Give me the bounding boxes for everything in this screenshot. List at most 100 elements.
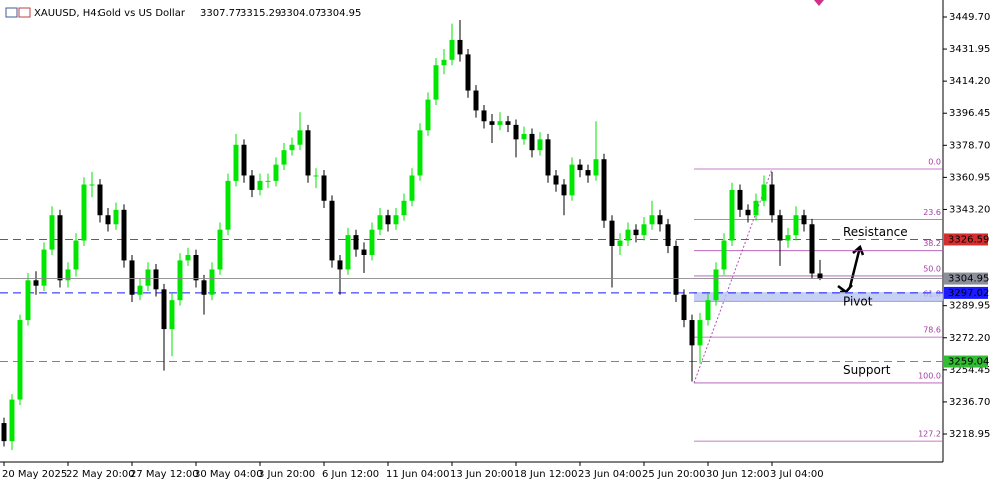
candle-body bbox=[9, 399, 15, 442]
candle-body bbox=[457, 39, 463, 55]
candle-body bbox=[449, 39, 455, 60]
candle-body bbox=[113, 209, 119, 225]
candle-body bbox=[345, 235, 351, 270]
candle-body bbox=[561, 184, 567, 196]
candle-body bbox=[129, 260, 135, 295]
icon bbox=[5, 7, 18, 18]
candle-body bbox=[249, 175, 255, 190]
candle-body bbox=[281, 150, 287, 165]
candle-body bbox=[201, 280, 207, 295]
y-tick-label: 3449.70 bbox=[949, 12, 990, 23]
candle-body bbox=[241, 144, 247, 176]
price-label: 3297.02 bbox=[948, 288, 989, 299]
x-tick-label: 11 Jun 04:00 bbox=[386, 469, 450, 480]
candle-body bbox=[265, 180, 271, 182]
candle-body bbox=[97, 184, 103, 216]
candle-body bbox=[185, 254, 191, 261]
candle-body bbox=[329, 200, 335, 261]
candle-body bbox=[609, 220, 615, 246]
candle-body bbox=[49, 215, 55, 250]
fib-label: 78.6 bbox=[923, 326, 941, 335]
x-tick-label: 3 Jul 04:00 bbox=[770, 469, 824, 480]
candle-body bbox=[369, 229, 375, 255]
candle-body bbox=[89, 184, 95, 186]
annotation: Pivot bbox=[843, 294, 873, 308]
candle-body bbox=[625, 229, 631, 241]
candle-body bbox=[769, 184, 775, 216]
candle-body bbox=[81, 184, 87, 241]
candle-body bbox=[705, 300, 711, 321]
candle-body bbox=[177, 260, 183, 301]
candle-body bbox=[657, 215, 663, 225]
candle-body bbox=[753, 200, 759, 216]
candle-body bbox=[145, 269, 151, 286]
candle-body bbox=[41, 249, 47, 286]
candle-body bbox=[313, 175, 319, 177]
candle-body bbox=[641, 224, 647, 236]
y-tick-label: 3272.20 bbox=[949, 333, 990, 344]
candle-body bbox=[161, 289, 167, 330]
candle-body bbox=[809, 224, 815, 274]
fib-label: 50.0 bbox=[923, 264, 941, 273]
candle-body bbox=[441, 59, 447, 66]
price-label: 3259.04 bbox=[948, 357, 989, 368]
price-label: 3326.59 bbox=[948, 234, 989, 245]
x-tick-label: 3 Jun 20:00 bbox=[258, 469, 315, 480]
candle-body bbox=[25, 280, 31, 321]
candle-body bbox=[65, 269, 71, 281]
fib-label: 127.2 bbox=[918, 430, 941, 439]
candle-body bbox=[57, 215, 63, 281]
candle-body bbox=[169, 300, 175, 330]
candle-body bbox=[233, 144, 239, 181]
y-tick-label: 3343.20 bbox=[949, 204, 990, 215]
ohlc-open: 3307.77 bbox=[200, 8, 241, 19]
symbol: XAUUSD, H4: bbox=[34, 8, 100, 19]
annotation: Support bbox=[843, 363, 891, 377]
candle-body bbox=[569, 164, 575, 196]
x-tick-label: 22 May 20:00 bbox=[66, 469, 135, 480]
candle-body bbox=[601, 159, 607, 221]
candle-body bbox=[377, 215, 383, 230]
candle-body bbox=[385, 215, 391, 225]
candle-body bbox=[513, 124, 519, 140]
candle-body bbox=[105, 215, 111, 225]
candle-body bbox=[593, 159, 599, 176]
candle-body bbox=[737, 189, 743, 210]
candle-body bbox=[689, 320, 695, 346]
x-tick-label: 23 Jun 04:00 bbox=[578, 469, 642, 480]
candle-body bbox=[17, 320, 23, 400]
candle-body bbox=[777, 215, 783, 241]
candle-body bbox=[481, 110, 487, 122]
candle-body bbox=[153, 269, 159, 290]
icon bbox=[18, 7, 31, 18]
price-box bbox=[944, 272, 988, 285]
candle-body bbox=[273, 164, 279, 181]
y-tick-label: 3396.45 bbox=[949, 108, 990, 119]
candle-body bbox=[401, 200, 407, 216]
candle-body bbox=[225, 180, 231, 230]
y-tick-label: 3431.95 bbox=[949, 44, 990, 55]
candle-body bbox=[665, 224, 671, 246]
x-tick-label: 25 Jun 20:00 bbox=[642, 469, 706, 480]
candle-body bbox=[433, 65, 439, 100]
y-tick-label: 3218.95 bbox=[949, 429, 990, 440]
candle-body bbox=[73, 240, 79, 270]
candle-body bbox=[337, 260, 343, 270]
x-tick-label: 30 May 04:00 bbox=[194, 469, 263, 480]
x-tick-label: 18 Jun 12:00 bbox=[514, 469, 578, 480]
fib-label: 100.0 bbox=[918, 371, 941, 380]
candle-body bbox=[489, 121, 495, 125]
fib-label: 0.0 bbox=[928, 157, 941, 166]
candle-body bbox=[465, 54, 471, 91]
candle-body bbox=[33, 280, 39, 286]
y-tick-label: 3236.70 bbox=[949, 397, 990, 408]
candle-body bbox=[617, 240, 623, 246]
pivot-zone bbox=[694, 292, 943, 302]
ohlc-low: 3304.07 bbox=[280, 8, 321, 19]
price-box bbox=[944, 233, 988, 246]
candle-body bbox=[209, 269, 215, 295]
candle-body bbox=[793, 215, 799, 236]
candle-body bbox=[721, 240, 727, 270]
candle-body bbox=[361, 249, 367, 255]
